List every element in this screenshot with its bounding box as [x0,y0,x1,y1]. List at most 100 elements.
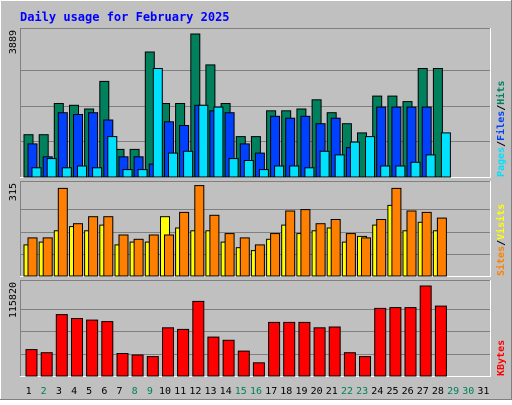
bar-kbytes-day-2 [40,352,53,377]
bar-sites-day-16 [254,244,265,277]
bar-sites-day-5 [88,216,99,277]
bar-kbytes-day-5 [86,319,99,377]
x-day-label: 8 [132,386,138,397]
legend-kbytes: KBytes [496,340,507,376]
bar-sites-day-25 [391,187,402,277]
bar-kbytes-day-21 [328,326,341,377]
bar-sites-day-9 [148,234,159,277]
bar-kbytes-day-1 [25,349,38,377]
legend-visits: Visits [495,204,507,240]
legend-separator: / [496,141,507,147]
legend-hits: Hits [495,81,507,105]
bar-pages-day-13 [213,106,224,178]
x-day-label: 10 [159,386,171,397]
bar-kbytes-day-10 [162,327,174,377]
bar-sites-day-6 [103,216,114,277]
legend-separator: / [496,240,507,246]
bar-pages-day-3 [61,167,72,178]
bar-kbytes-day-11 [177,328,190,377]
x-day-label: 5 [86,386,92,397]
x-day-label: 19 [295,386,307,397]
x-day-label: 24 [371,386,383,397]
bar-sites-day-22 [345,233,356,277]
bar-sites-day-26 [406,210,417,277]
bar-kbytes-day-19 [298,321,311,377]
bar-pages-day-5 [92,167,103,178]
bar-pages-day-8 [137,169,148,178]
legend-files: Files [495,111,507,141]
bar-kbytes-day-27 [419,285,432,377]
x-day-label: 30 [462,386,474,397]
legend-separator: / [496,105,507,111]
x-day-label: 2 [41,386,47,397]
bar-kbytes-day-14 [222,339,235,377]
x-day-label: 15 [235,386,247,397]
bar-pages-day-11 [183,150,194,178]
x-day-label: 20 [311,386,323,397]
bar-kbytes-day-17 [268,321,281,377]
y-max-label: 315 [8,183,19,201]
bar-sites-day-2 [42,237,53,277]
x-day-label: 12 [189,386,201,397]
x-day-label: 18 [280,386,292,397]
bar-pages-day-17 [274,165,285,178]
bar-kbytes-day-4 [71,318,83,377]
panel-legend: KBytes [496,340,507,376]
bar-kbytes-day-8 [131,354,144,377]
bar-sites-day-28 [436,217,447,277]
bar-sites-day-12 [194,185,205,277]
x-day-label: 17 [265,386,277,397]
bar-sites-day-27 [421,211,432,277]
bar-pages-day-18 [289,165,300,178]
legend-pages: Pages [496,147,507,177]
bar-pages-day-25 [395,165,406,178]
x-day-label: 9 [147,386,153,397]
bar-sites-day-17 [270,233,281,277]
bar-sites-day-10 [164,234,174,277]
bar-pages-day-10 [168,152,178,178]
bar-pages-day-27 [425,154,436,178]
bar-pages-day-16 [258,169,269,178]
x-day-label: 27 [417,386,429,397]
bar-sites-day-24 [376,219,387,277]
legend-sites: Sites [495,246,507,276]
bar-kbytes-day-15 [237,350,250,377]
bar-kbytes-day-28 [434,305,447,377]
bar-sites-day-15 [239,237,250,277]
bar-sites-day-18 [285,210,296,277]
bar-kbytes-day-18 [283,321,296,377]
bar-pages-day-20 [319,150,330,178]
bar-pages-day-23 [365,136,375,178]
x-day-label: 21 [326,386,338,397]
bar-kbytes-day-23 [359,356,371,377]
bar-sites-day-4 [73,223,83,277]
bar-pages-day-28 [440,132,451,178]
panel-legend: Pages/Files/Hits [495,81,507,177]
x-day-label: 29 [447,386,459,397]
x-axis-day-labels: 1 2 3 4 5 6 7 8 9 10 11 12 13 14 15 16 17 18 19 20 21 22 23 24 2… [26,386,490,397]
bar-kbytes-day-7 [116,353,129,377]
bar-pages-day-2 [46,158,57,178]
bar-pages-day-19 [304,167,315,178]
bar-kbytes-day-26 [404,307,417,377]
x-day-label: 22 [341,386,353,397]
bar-pages-day-26 [410,161,421,178]
chart-panels: 3889Pages/Files/Hits315Sites/Visits11582… [8,28,507,377]
x-day-label: 1 [26,386,32,397]
bar-sites-day-7 [118,234,129,277]
x-day-label: 31 [477,386,489,397]
bar-sites-day-13 [209,214,220,277]
bar-sites-day-23 [361,237,371,277]
bar-kbytes-day-3 [55,314,68,377]
panel-visits-sites: 315 Sites/Visits [8,181,507,277]
chart-title: Daily usage for February 2025 [20,10,230,24]
x-day-label: 14 [220,386,232,397]
bar-pages-day-21 [334,154,345,178]
bar-pages-day-14 [228,158,239,178]
bar-pages-day-24 [380,165,391,178]
x-day-label: 23 [356,386,368,397]
bar-pages-day-6 [107,136,118,178]
